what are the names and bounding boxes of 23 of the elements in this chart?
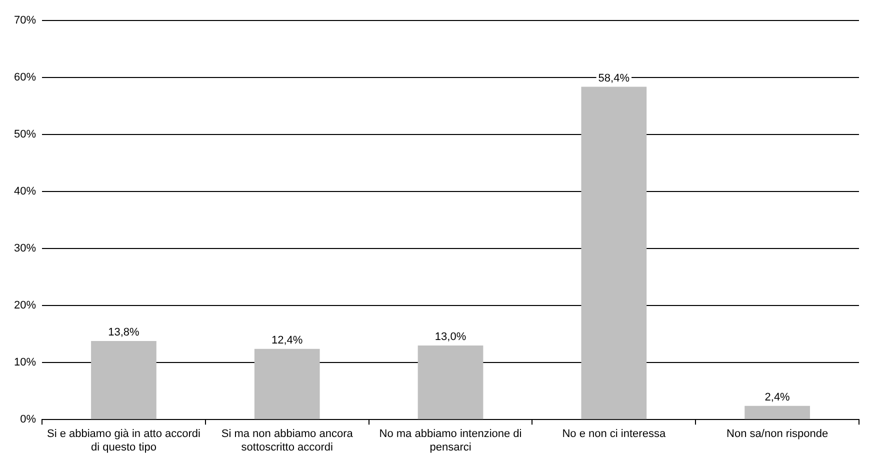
y-tick-label: 50%: [14, 128, 36, 141]
bar: [581, 86, 647, 420]
bar: [254, 348, 320, 420]
bar: [91, 340, 156, 420]
x-tick-label: Non sa/non risponde: [726, 428, 828, 440]
y-tick-label: 0%: [20, 414, 36, 426]
bar: [418, 346, 484, 420]
y-tick-label: 70%: [14, 14, 36, 27]
x-tick-label: No ma abbiamo intenzione di pensarci: [379, 428, 522, 454]
y-tick-label: 10%: [14, 356, 36, 369]
x-tick-label: No e non ci interessa: [562, 428, 666, 440]
y-tick-label: 30%: [14, 242, 36, 255]
data-label: 13,0%: [434, 331, 466, 344]
data-label: 13,8%: [108, 326, 140, 338]
y-tick-label: 40%: [14, 186, 36, 198]
data-label: 58,4%: [598, 72, 630, 84]
data-label: 2,4%: [764, 391, 790, 404]
y-tick-label: 60%: [14, 72, 36, 84]
bar: [744, 406, 810, 420]
data-label: 12,4%: [272, 334, 303, 346]
x-tick-label: Si e abbiamo già in atto accordi di questo tipo: [46, 428, 200, 454]
x-tick-label: Si ma non abbiamo ancora sottoscritto accordi: [221, 428, 354, 454]
y-tick-label: 20%: [14, 300, 36, 312]
